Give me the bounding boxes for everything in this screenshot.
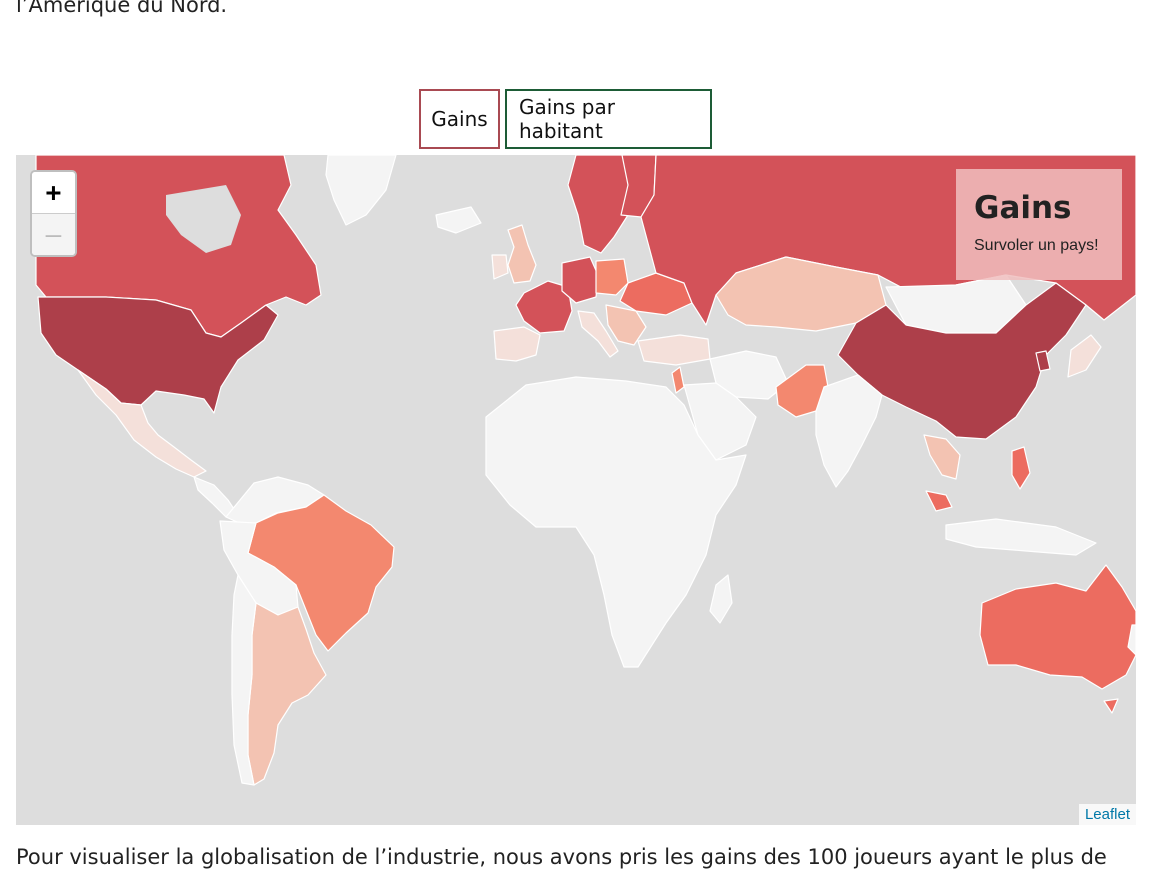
world-map[interactable]: + — Gains Survoler un pays! Leaflet bbox=[16, 155, 1136, 825]
country-greenland[interactable] bbox=[325, 155, 397, 226]
hudson-bay bbox=[166, 185, 241, 253]
country-indonesia[interactable] bbox=[945, 518, 1097, 556]
country-india[interactable] bbox=[815, 374, 883, 488]
country-ireland[interactable] bbox=[491, 254, 509, 280]
map-layer[interactable] bbox=[16, 155, 1136, 825]
country-chile[interactable] bbox=[231, 574, 257, 786]
gains-per-capita-button[interactable]: Gains par habitant bbox=[505, 89, 712, 149]
gains-button[interactable]: Gains bbox=[419, 89, 500, 149]
country-philippines[interactable] bbox=[1011, 446, 1031, 490]
country-uk[interactable] bbox=[507, 224, 537, 284]
country-japan[interactable] bbox=[1067, 334, 1102, 378]
country-jordan-lebanon[interactable] bbox=[671, 366, 685, 394]
zoom-control: + — bbox=[30, 170, 77, 257]
zoom-out-button[interactable]: — bbox=[32, 214, 75, 255]
country-madagascar[interactable] bbox=[709, 574, 733, 624]
country-australia[interactable] bbox=[979, 564, 1136, 690]
country-iceland[interactable] bbox=[435, 206, 482, 234]
info-panel-title: Gains bbox=[974, 190, 1072, 226]
country-tasmania[interactable] bbox=[1103, 698, 1119, 714]
intro-paragraph: l’Amérique du Nord. bbox=[16, 0, 228, 17]
country-poland[interactable] bbox=[595, 258, 629, 296]
country-korea[interactable] bbox=[1035, 350, 1051, 372]
country-mexico[interactable] bbox=[77, 369, 207, 478]
country-italy[interactable] bbox=[577, 310, 619, 358]
country-spain[interactable] bbox=[493, 326, 541, 362]
outro-paragraph: Pour visualiser la globalisation de l’in… bbox=[16, 845, 1107, 869]
country-malaysia[interactable] bbox=[925, 490, 953, 512]
country-africa[interactable] bbox=[485, 376, 747, 668]
country-new-zealand[interactable] bbox=[1127, 624, 1136, 656]
info-panel: Gains Survoler un pays! bbox=[956, 169, 1122, 280]
country-germany[interactable] bbox=[561, 256, 599, 304]
zoom-in-button[interactable]: + bbox=[32, 172, 75, 214]
country-balkans[interactable] bbox=[605, 304, 647, 346]
leaflet-attribution-link[interactable]: Leaflet bbox=[1078, 804, 1136, 825]
country-southeast-asia[interactable] bbox=[923, 434, 961, 480]
country-france[interactable] bbox=[515, 280, 573, 334]
country-turkey[interactable] bbox=[637, 334, 711, 366]
info-panel-hint: Survoler un pays! bbox=[974, 237, 1099, 254]
